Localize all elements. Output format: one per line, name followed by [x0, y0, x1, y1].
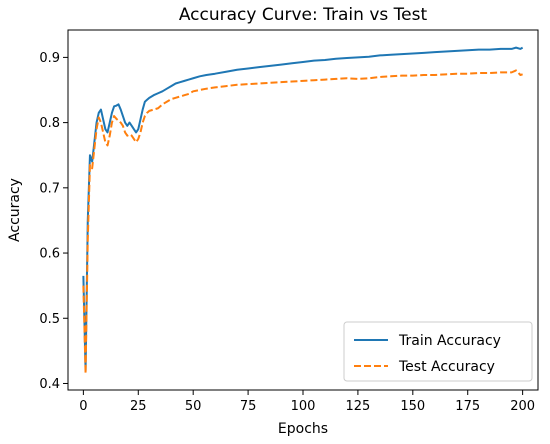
x-tick-label: 125 — [345, 399, 370, 414]
legend-label-test: Test Accuracy — [398, 359, 495, 375]
y-tick-label: 0.5 — [39, 312, 60, 327]
chart-title: Accuracy Curve: Train vs Test — [179, 5, 428, 25]
x-axis-label: Epochs — [278, 421, 328, 437]
x-tick-label: 200 — [510, 399, 535, 414]
x-tick-label: 75 — [240, 399, 257, 414]
y-axis-label: Accuracy — [7, 178, 23, 242]
y-tick-label: 0.8 — [39, 116, 60, 131]
y-tick-label: 0.9 — [39, 51, 60, 66]
y-tick-label: 0.6 — [39, 247, 60, 262]
train-accuracy-line — [82, 46, 524, 372]
x-tick-label: 50 — [185, 399, 202, 414]
y-tick-label: 0.4 — [39, 377, 60, 392]
x-tick-label: 100 — [291, 399, 316, 414]
x-tick-label: 175 — [455, 399, 480, 414]
chart-legend: Train Accuracy Test Accuracy — [343, 321, 533, 382]
legend-label-train: Train Accuracy — [398, 333, 501, 349]
y-axis-ticks: 0.4 0.5 0.6 0.7 0.8 0.9 — [39, 51, 68, 392]
legend-box — [343, 321, 533, 382]
x-tick-label: 150 — [400, 399, 425, 414]
x-axis-ticks: 0 25 50 75 100 125 150 175 200 — [79, 390, 535, 414]
y-tick-label: 0.7 — [39, 181, 60, 196]
x-tick-label: 0 — [79, 399, 87, 414]
series-layer — [82, 46, 524, 375]
x-tick-label: 25 — [130, 399, 147, 414]
test-accuracy-line — [82, 69, 523, 375]
